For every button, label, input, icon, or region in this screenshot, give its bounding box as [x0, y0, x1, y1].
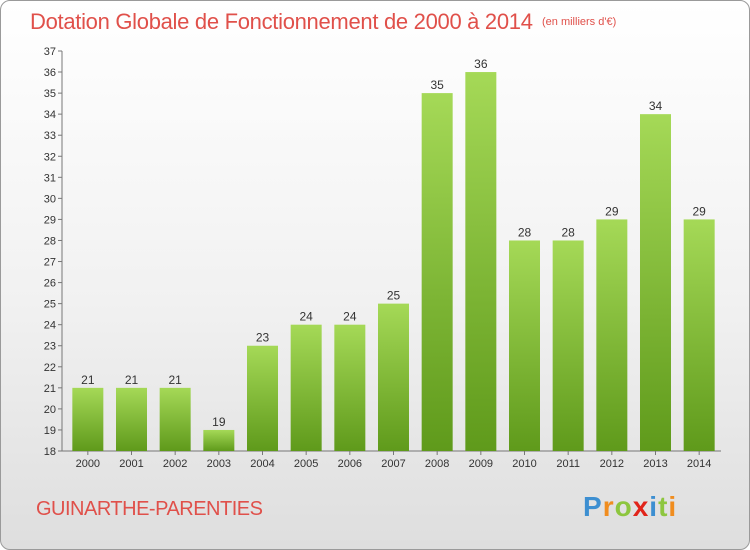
x-tick-label: 2005 — [294, 458, 318, 470]
bar — [334, 324, 366, 451]
x-tick-label: 2000 — [76, 458, 100, 470]
bar-value-label: 21 — [125, 373, 139, 387]
x-tick-label: 2004 — [250, 458, 274, 470]
bar — [552, 240, 584, 451]
bar — [247, 345, 278, 451]
y-tick-label: 27 — [44, 257, 56, 269]
bar-value-label: 19 — [212, 415, 226, 429]
commune-name: GUINARTHE-PARENTIES — [36, 498, 263, 520]
bar-value-label: 24 — [299, 310, 313, 324]
axes: 18 19 20 21 22 23 24 25 26 27 28 29 30 31 32 33 34 35 36 37… — [44, 46, 721, 470]
bar-value-label: 36 — [474, 57, 488, 71]
x-tick-label: 2010 — [512, 458, 536, 470]
bar-value-label: 34 — [649, 99, 663, 113]
bar-value-label: 24 — [343, 310, 357, 324]
y-tick-label: 28 — [44, 235, 56, 247]
unit-note: (en milliers d'€) — [542, 16, 617, 28]
y-tick-label: 26 — [44, 278, 56, 290]
bar-value-label: 21 — [168, 373, 182, 387]
x-tick-label: 2003 — [207, 458, 231, 470]
bar — [290, 324, 322, 451]
x-tick-label: 2014 — [687, 458, 711, 470]
x-tick-label: 2013 — [643, 458, 667, 470]
bar-value-label: 21 — [81, 373, 95, 387]
x-tick-label: 2001 — [119, 458, 143, 470]
bar-value-label: 29 — [692, 204, 706, 218]
bar — [640, 114, 671, 451]
bar — [378, 303, 409, 451]
bar-value-label: 35 — [430, 78, 444, 92]
y-tick-label: 20 — [44, 404, 56, 416]
x-tick-label: 2007 — [381, 458, 405, 470]
y-tick-label: 24 — [44, 320, 56, 332]
bar — [683, 219, 715, 451]
y-tick-label: 37 — [44, 46, 56, 58]
y-tick-label: 32 — [44, 151, 56, 163]
y-tick-label: 19 — [44, 425, 56, 437]
bar — [465, 72, 497, 451]
y-tick-label: 22 — [44, 362, 56, 374]
y-tick-label: 18 — [44, 446, 56, 458]
x-tick-label: 2009 — [469, 458, 493, 470]
bars: 21 21 21 19 23 24 24 25 35 36 28 28 29 34 29 — [72, 57, 715, 452]
proxiti-logo[interactable]: Proxiti — [583, 491, 678, 522]
y-tick-label: 23 — [44, 341, 56, 353]
x-tick-label: 2008 — [425, 458, 449, 470]
y-tick-label: 30 — [44, 193, 56, 205]
x-tick-label: 2002 — [163, 458, 187, 470]
bar-value-label: 28 — [561, 225, 575, 239]
y-tick-label: 34 — [44, 109, 56, 121]
y-tick-label: 29 — [44, 214, 56, 226]
y-tick-label: 33 — [44, 130, 56, 142]
bar — [203, 429, 235, 451]
bar — [116, 387, 147, 451]
chart-title: Dotation Globale de Fonctionnement de 20… — [30, 9, 533, 34]
bar — [509, 240, 540, 451]
bar-value-label: 29 — [605, 204, 619, 218]
x-tick-label: 2006 — [338, 458, 362, 470]
y-tick-label: 35 — [44, 88, 56, 100]
bar — [421, 93, 453, 452]
x-tick-label: 2011 — [556, 458, 580, 470]
y-tick-label: 25 — [44, 299, 56, 311]
y-tick-label: 36 — [44, 67, 56, 79]
y-tick-label: 31 — [44, 172, 56, 184]
bar — [72, 387, 104, 451]
y-tick-label: 21 — [44, 383, 56, 395]
bar — [159, 387, 191, 451]
bar-value-label: 28 — [518, 225, 532, 239]
bar-value-label: 25 — [387, 289, 401, 303]
x-tick-label: 2012 — [600, 458, 624, 470]
bar-value-label: 23 — [256, 331, 270, 345]
bar — [596, 219, 628, 451]
